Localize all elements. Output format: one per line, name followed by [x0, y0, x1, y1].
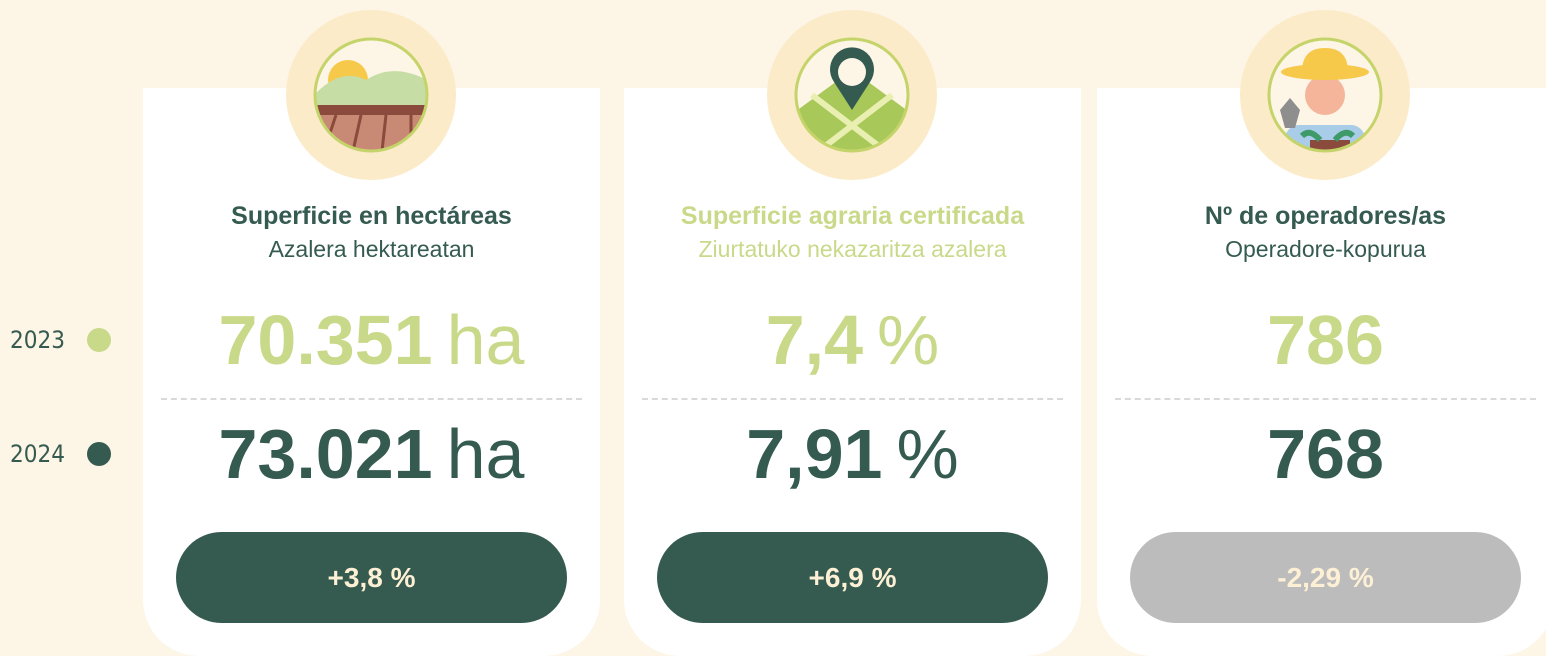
legend-2024: 2024	[10, 440, 111, 468]
legend-dot	[86, 442, 111, 466]
card-title: Superficie agraria certificada	[680, 202, 1025, 230]
divider	[642, 398, 1063, 400]
icon-map	[767, 10, 937, 180]
value-2024: 7,91%	[624, 414, 1081, 494]
card: Superficie en hectáreas Azalera hektarea…	[143, 10, 600, 656]
divider	[161, 398, 582, 400]
legend-label: 2024	[10, 440, 65, 468]
number: 7,91	[746, 415, 883, 493]
value-2024: 73.021 ha	[143, 414, 600, 494]
icon-field	[286, 10, 456, 180]
card: Nº de operadores/as Operadore-kopurua 78…	[1097, 10, 1546, 656]
legend-2023: 2023	[10, 326, 111, 354]
number: 7,4	[765, 301, 864, 379]
value-2023: 786	[1097, 300, 1546, 380]
value-2023: 7,4%	[624, 300, 1081, 380]
card-title: Nº de operadores/as	[1204, 202, 1447, 230]
change-pill: +3,8 %	[176, 532, 567, 623]
legend-dot	[86, 328, 111, 352]
number: 768	[1267, 415, 1384, 493]
number: 70.351	[218, 301, 433, 379]
unit: ha	[446, 415, 525, 493]
card: Superficie agraria certificada Ziurtatuk…	[624, 10, 1081, 656]
card-title: Superficie en hectáreas	[231, 202, 512, 230]
card-subtitle: Operadore-kopurua	[1225, 236, 1426, 262]
unit: %	[896, 415, 959, 493]
card-subtitle: Ziurtatuko nekazaritza azalera	[698, 236, 1007, 262]
change-pill: -2,29 %	[1130, 532, 1521, 623]
value-2023: 70.351 ha	[143, 300, 600, 380]
value-2024: 768	[1097, 414, 1546, 494]
icon-farmer	[1240, 10, 1410, 180]
change-pill: +6,9 %	[657, 532, 1048, 623]
unit: ha	[446, 301, 525, 379]
unit: %	[877, 301, 940, 379]
divider	[1115, 398, 1536, 400]
number: 786	[1267, 301, 1384, 379]
legend-label: 2023	[10, 326, 65, 354]
card-subtitle: Azalera hektareatan	[268, 236, 475, 262]
number: 73.021	[218, 415, 433, 493]
